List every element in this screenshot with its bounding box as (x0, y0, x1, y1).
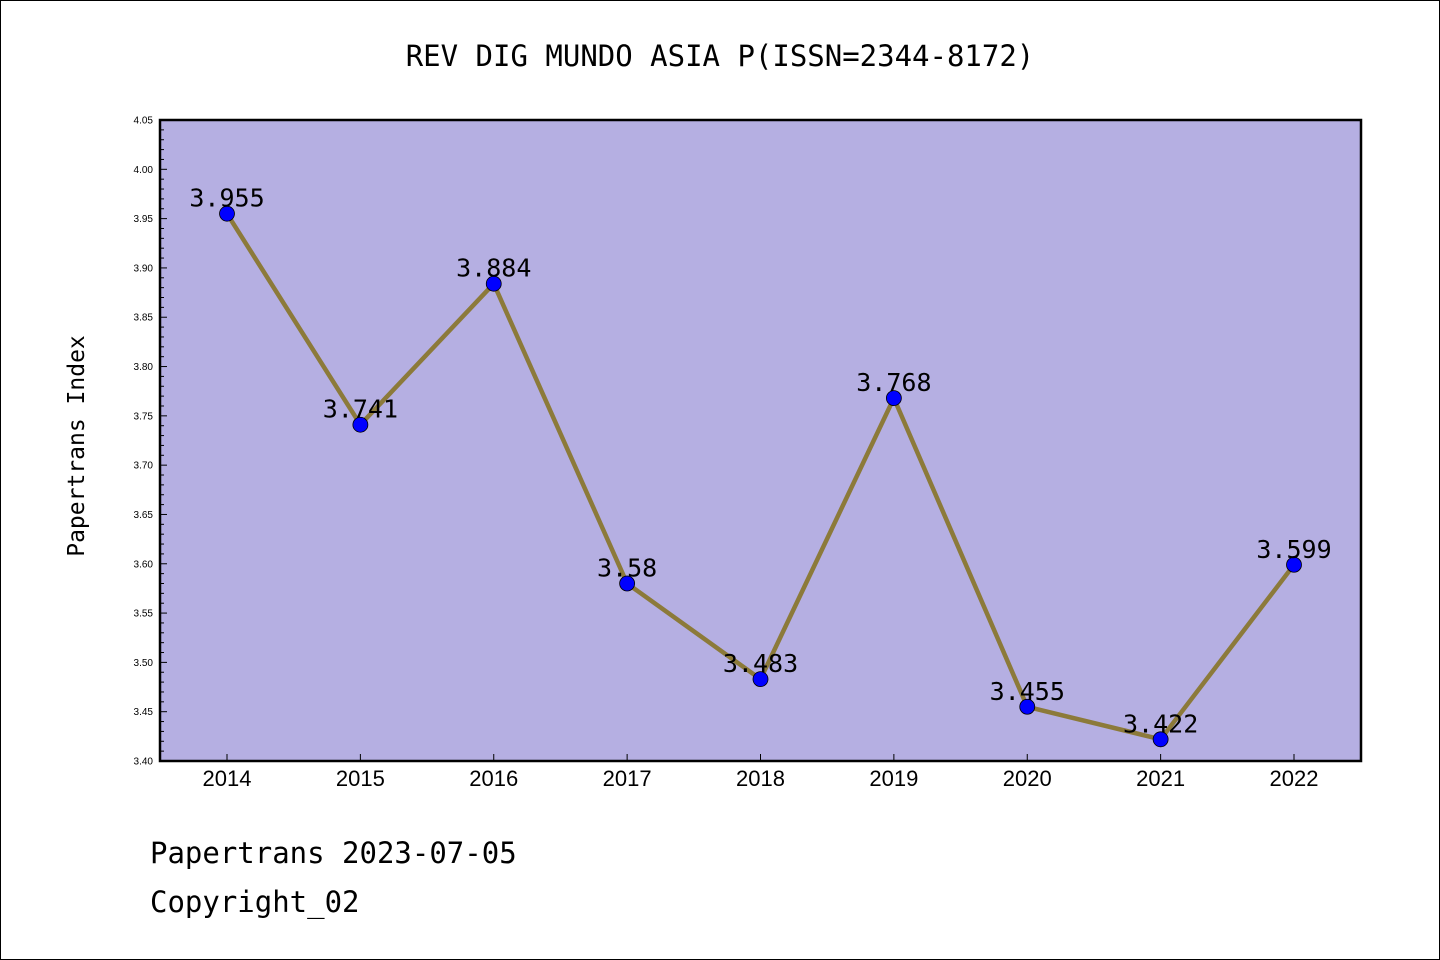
data-point (485, 275, 502, 292)
data-point (885, 390, 902, 406)
y-tick-label: 4.05 (134, 116, 154, 127)
data-label: 3.741 (323, 395, 398, 424)
data-point (219, 205, 235, 222)
data-point (352, 416, 369, 433)
x-tick-label: 2014 (203, 766, 252, 791)
x-tick-label: 2018 (736, 766, 785, 791)
y-tick-label: 3.40 (134, 757, 154, 768)
data-point (752, 671, 769, 688)
data-label: 3.58 (597, 553, 657, 582)
y-tick-label: 3.75 (134, 411, 154, 422)
y-tick-label: 3.45 (134, 707, 154, 718)
footer-date: Papertrans 2023-07-05 (150, 836, 517, 870)
data-point (1152, 731, 1169, 748)
x-tick-label: 2017 (603, 766, 652, 791)
y-tick-label: 3.65 (134, 510, 154, 521)
chart-title: REV DIG MUNDO ASIA P(ISSN=2344-8172) (406, 39, 1035, 73)
x-tick-label: 2021 (1136, 766, 1185, 791)
y-tick-label: 3.55 (134, 609, 154, 620)
footer-copyright: Copyright_02 (150, 885, 360, 919)
y-tick-label: 3.90 (134, 263, 154, 274)
x-axis-ticks: 2014 2015 2016 2017 2018 2019 2020 2021 2022 (203, 754, 1319, 791)
plot-area (158, 118, 1363, 763)
data-point (619, 575, 636, 592)
y-tick-label: 4.00 (134, 165, 154, 176)
data-point (1286, 556, 1302, 573)
data-label: 3.884 (456, 254, 531, 283)
y-tick-label: 3.70 (134, 461, 154, 472)
data-point (1019, 698, 1036, 715)
y-tick-label: 3.50 (134, 658, 154, 669)
data-label: 3.422 (1123, 709, 1198, 738)
y-axis-label: Papertrans Index (64, 335, 90, 557)
data-label: 3.955 (189, 184, 264, 213)
y-tick-label: 3.85 (134, 313, 154, 324)
y-axis-ticks: 3.40 3.45 3.50 3.55 3.60 3.65 3.70 3.75 3.80 3.85… (134, 116, 167, 768)
y-tick-label: 3.80 (134, 362, 154, 373)
data-labels: 3.955 3.741 3.884 3.58 3.483 3.768 3.455 3.422 3… (189, 184, 1331, 739)
series-index (219, 205, 1302, 748)
x-tick-label: 2020 (1003, 766, 1052, 791)
x-tick-label: 2022 (1270, 766, 1319, 791)
y-tick-label: 3.95 (134, 214, 154, 225)
data-label: 3.455 (990, 677, 1065, 706)
data-label: 3.599 (1256, 535, 1331, 564)
x-tick-label: 2015 (336, 766, 385, 791)
data-label: 3.483 (723, 649, 798, 678)
data-label: 3.768 (856, 368, 931, 397)
y-tick-label: 3.60 (134, 559, 154, 570)
x-tick-label: 2016 (469, 766, 518, 791)
x-tick-label: 2019 (869, 766, 918, 791)
